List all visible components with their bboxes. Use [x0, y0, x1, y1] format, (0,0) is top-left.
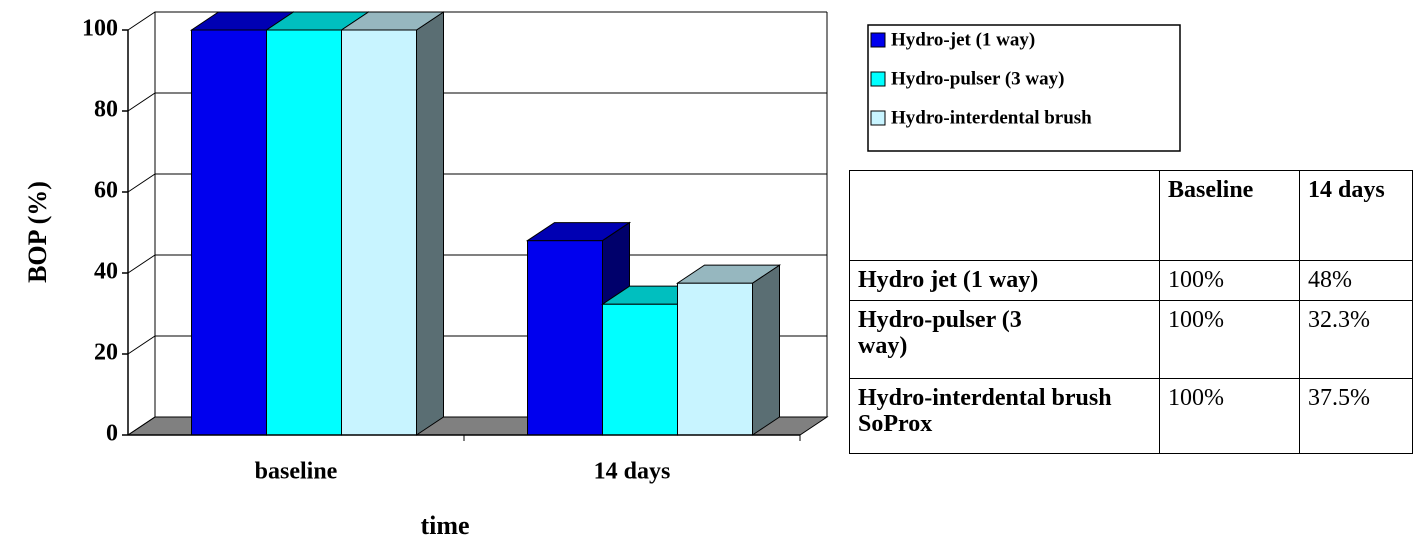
x-axis-label: time [420, 511, 469, 540]
row-header: Hydro-interdental brush SoProx [849, 378, 1160, 454]
bar-front [341, 29, 417, 436]
legend-label: Hydro-jet (1 way) [891, 29, 1035, 50]
grid-line [127, 92, 827, 112]
cell: 32.3% [1299, 300, 1413, 379]
grid-line [127, 173, 827, 193]
table-header: Baseline 14 days [849, 170, 1413, 261]
bar-top [675, 264, 782, 284]
y-tick-label: 0 [106, 421, 118, 447]
cell: 100% [1159, 300, 1300, 379]
bar [525, 221, 632, 436]
bar-front [266, 29, 342, 436]
bar-front [191, 29, 267, 436]
row-header: Hydro-pulser (3 way) [849, 300, 1160, 379]
x-tick-label: 14 days [594, 459, 671, 485]
x-tick-label: baseline [255, 459, 338, 485]
table-row: Hydro-interdental brush SoProx 100% 37.5… [849, 378, 1413, 454]
table-row: Hydro-pulser (3 way) 100% 32.3% [849, 300, 1413, 379]
y-tick-label: 40 [94, 259, 118, 285]
bar-front [527, 240, 603, 436]
data-table: Baseline 14 days Hydro jet (1 way) 100% … [849, 170, 1413, 454]
legend-box [867, 24, 1181, 152]
table-row: Hydro jet (1 way) 100% 48% [849, 260, 1413, 301]
bar-top [525, 222, 632, 242]
legend-swatch [870, 71, 886, 87]
bar-side [416, 11, 444, 436]
bar [339, 11, 446, 436]
y-tick-label: 20 [94, 340, 118, 366]
y-axis-label: BOP (%) [23, 181, 52, 283]
legend-label: Hydro-interdental brush [891, 107, 1092, 128]
y-tick-label: 100 [82, 16, 118, 42]
bar-side [752, 264, 780, 436]
y-tick-label: 60 [94, 178, 118, 204]
bar-front [602, 303, 678, 436]
cell: 37.5% [1299, 378, 1413, 454]
grid-line [127, 11, 827, 31]
column-header: 14 days [1299, 170, 1413, 261]
cell: 100% [1159, 260, 1300, 301]
legend: Hydro-jet (1 way) Hydro-pulser (3 way) Hyd… [867, 24, 1181, 152]
y-tick-label: 80 [94, 97, 118, 123]
cell: 100% [1159, 378, 1300, 454]
corner-cell [849, 170, 1160, 261]
bar-top [339, 11, 446, 31]
legend-swatch [870, 32, 886, 48]
column-header: Baseline [1159, 170, 1300, 261]
legend-label: Hydro-pulser (3 way) [891, 68, 1064, 89]
cell: 48% [1299, 260, 1413, 301]
bar-front [677, 282, 753, 436]
legend-swatch [870, 110, 886, 126]
row-header: Hydro jet (1 way) [849, 260, 1160, 301]
bar [675, 264, 782, 436]
chart: 0 20 40 60 80 100 baseline 14 days time BOP (%) [23, 11, 829, 540]
